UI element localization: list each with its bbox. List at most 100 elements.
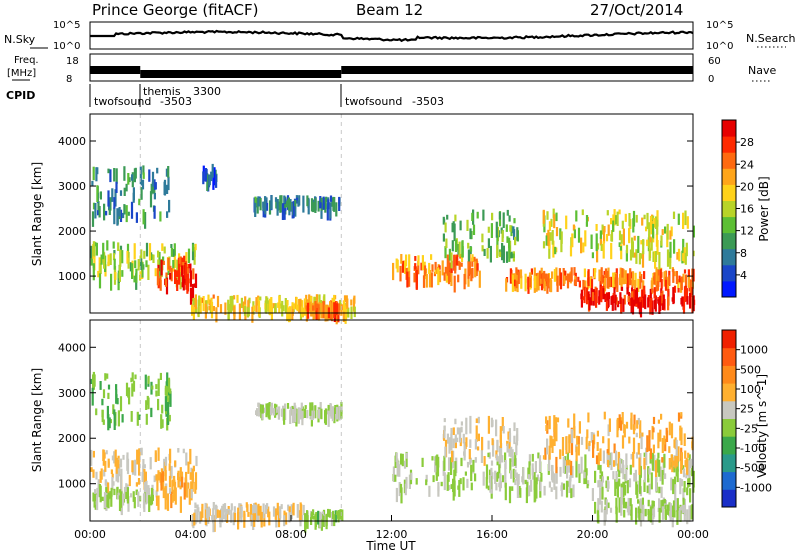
- velocity-cell: [565, 480, 569, 498]
- power-heatmap: [90, 114, 696, 325]
- velocity-colorbar-swatch: [722, 347, 736, 366]
- velocity-cell: [233, 512, 237, 523]
- power-cell: [508, 237, 511, 249]
- velocity-cell: [403, 460, 407, 469]
- velocity-cell: [674, 456, 677, 469]
- velocity-cell: [443, 425, 446, 432]
- velocity-cell: [647, 478, 650, 483]
- velocity-cell: [672, 460, 675, 466]
- velocity-cell: [153, 475, 156, 483]
- velocity-cell: [657, 452, 660, 459]
- power-cell: [654, 251, 658, 262]
- velocity-cell: [191, 474, 194, 492]
- power-cell: [131, 174, 134, 181]
- power-cell: [672, 293, 675, 304]
- power-cell: [650, 237, 653, 251]
- velocity-cell: [335, 406, 339, 420]
- velocity-cell: [232, 513, 235, 526]
- velocity-cell: [166, 372, 169, 390]
- power-cell: [428, 270, 432, 288]
- power-cell: [159, 275, 162, 282]
- velocity-cell: [586, 483, 589, 489]
- velocity-cell: [511, 449, 514, 462]
- velocity-cell: [616, 417, 619, 431]
- velocity-cell: [635, 507, 638, 525]
- power-cell: [194, 273, 198, 288]
- cpid-id-1: 3300: [193, 85, 221, 98]
- power-cell: [142, 165, 145, 175]
- velocity-cell: [120, 474, 123, 492]
- power-cell: [468, 261, 471, 275]
- velocity-cell: [225, 508, 228, 515]
- velocity-cell: [443, 472, 446, 491]
- power-cell: [115, 168, 118, 184]
- velocity-cell: [173, 475, 176, 487]
- power-cell: [457, 260, 460, 266]
- velocity-cell: [167, 377, 171, 393]
- velocity-cell: [111, 455, 114, 461]
- velocity-cell: [192, 465, 195, 472]
- power-cell: [283, 203, 286, 220]
- velocity-cell: [179, 467, 182, 481]
- power-cell: [126, 250, 129, 264]
- power-cell: [116, 208, 119, 226]
- velocity-colorbar-swatch: [722, 418, 736, 437]
- velocity-cell: [621, 412, 624, 425]
- velocity-cell: [340, 410, 343, 419]
- velocity-cell: [607, 502, 610, 509]
- power-cell: [268, 298, 272, 316]
- velocity-cell: [405, 452, 408, 459]
- power-cell: [243, 305, 247, 316]
- velocity-cell: [102, 389, 106, 399]
- velocity-cell: [460, 421, 463, 426]
- power-cell: [115, 181, 118, 193]
- velocity-cell: [224, 512, 227, 521]
- power-cell: [527, 277, 530, 294]
- power-cell: [578, 280, 581, 288]
- velocity-cell: [330, 410, 333, 419]
- velocity-cell: [109, 419, 112, 424]
- power-cell: [149, 191, 153, 208]
- power-cell: [652, 215, 655, 220]
- power-cell: [119, 209, 123, 222]
- velocity-cell: [632, 451, 635, 468]
- velocity-cell: [638, 508, 641, 521]
- velocity-cell: [640, 432, 643, 450]
- power-cell: [458, 261, 461, 270]
- power-cell: [650, 298, 653, 308]
- velocity-cell: [243, 510, 246, 528]
- power-cell: [202, 171, 205, 185]
- power-cell: [677, 213, 680, 225]
- velocity-cell: [499, 473, 502, 484]
- velocity-cell: [551, 439, 554, 453]
- velocity-cell: [511, 486, 514, 491]
- velocity-cell: [138, 459, 141, 476]
- velocity-cell: [660, 413, 663, 420]
- power-cell: [216, 295, 220, 308]
- velocity-cell: [676, 498, 679, 511]
- velocity-cell: [534, 461, 537, 473]
- power-cell: [187, 264, 190, 269]
- power-cell: [275, 200, 278, 209]
- velocity-cell: [280, 408, 284, 417]
- power-cell: [655, 267, 658, 281]
- power-cell: [598, 290, 601, 301]
- velocity-cell: [510, 470, 513, 479]
- power-cell: [133, 243, 136, 260]
- power-cell: [575, 210, 578, 222]
- power-cell: [590, 234, 593, 249]
- power-cell: [265, 202, 269, 211]
- power-cell: [158, 252, 161, 268]
- velocity-cell: [490, 460, 494, 466]
- power-cell: [607, 294, 610, 307]
- velocity-cell: [113, 409, 116, 416]
- power-cell: [332, 196, 335, 211]
- velocity-cell: [289, 410, 292, 424]
- velocity-cell: [618, 497, 621, 513]
- velocity-cell: [160, 473, 163, 491]
- velocity-cell: [317, 409, 321, 419]
- velocity-cell: [487, 440, 490, 450]
- power-cell: [170, 267, 173, 282]
- velocity-cell: [657, 432, 660, 449]
- velocity-cell: [570, 429, 574, 443]
